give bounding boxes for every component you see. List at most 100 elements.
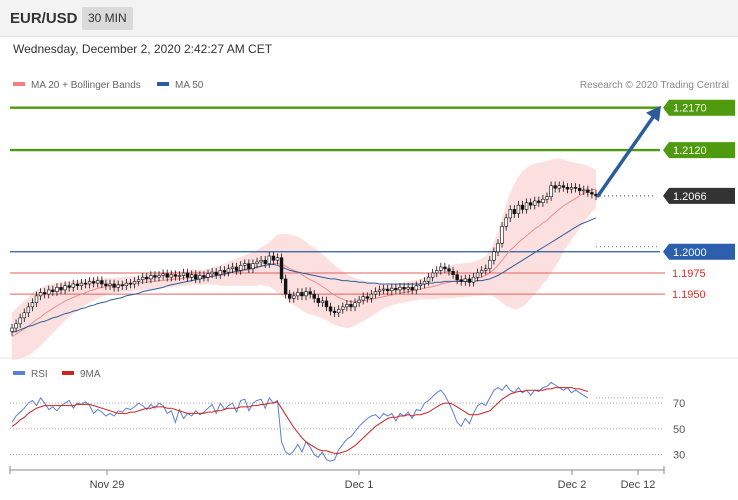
candle-body [198,275,202,280]
rsi-tick-label: 30 [673,450,685,462]
candle-body [279,257,284,280]
candle-body [214,271,218,275]
candle-body [161,273,165,276]
x-tick-label: Nov 29 [90,479,125,491]
candle-body [422,281,427,285]
legend-rsi: RSI [13,369,48,380]
candle-body [153,275,157,278]
candle-body [173,274,178,277]
candle-body [524,202,529,210]
candle-body [263,259,267,264]
level-label: 1.2120 [673,145,707,157]
candle-body [222,270,227,273]
candle-body [357,299,361,303]
candle-body [189,274,194,278]
candle-body [206,273,210,278]
candle-body [165,273,169,278]
level-label: 1.1975 [672,268,706,280]
candle-body [553,185,557,189]
candle-body [108,283,112,286]
candle-body [341,306,345,310]
x-tick-label: Dec 1 [345,479,374,491]
candle-body [439,266,443,271]
candle-body [140,276,145,281]
candle-body [38,292,43,297]
candle-body [42,292,47,295]
candle-body [328,306,333,312]
candle-body [34,295,39,303]
candle-body [79,282,84,286]
level-tag [663,187,735,204]
x-tick-label: Dec 2 [558,479,587,491]
candle-body [116,284,120,288]
candle-body [471,276,476,283]
candle-body [451,270,455,275]
candle-body [288,293,292,299]
candle-body [463,278,468,282]
level-label: 1.2170 [673,103,707,115]
candle-body [251,263,255,270]
rsi-line [11,381,589,462]
candle-body [459,279,463,282]
candle-body [14,323,18,329]
ma20-label: MA 20 + Bollinger Bands [31,80,141,91]
candle-body [226,268,231,273]
candle-body [10,327,14,332]
candle-body [30,302,35,308]
level-label: 1.1950 [672,289,706,301]
candle-body [267,255,271,264]
candle-body [557,185,561,189]
candle-body [230,266,235,270]
legend-ma50: MA 50 [157,80,203,91]
candle-body [435,270,439,274]
candle-body [238,265,243,271]
x-tick-label: Dec 12 [621,479,656,491]
rsi-panel: 30 50 70 [10,381,685,462]
candle-body [259,259,263,263]
candle-body [210,271,214,275]
candle-body [296,292,300,297]
level-label: 1.2066 [673,191,707,203]
candle-body [402,287,406,290]
candle-body [492,251,496,261]
candle-body [128,282,133,285]
candle-body [577,187,582,192]
candle-body [377,289,382,292]
candle-body [381,288,386,291]
candle-body [292,295,296,299]
candle-body [87,281,92,285]
candle-body [528,202,533,206]
candle-body [426,276,431,282]
candle-body [361,296,365,301]
legend-ma20: MA 20 + Bollinger Bands [13,80,141,91]
candle-body [300,292,304,297]
candle-body [533,200,537,206]
chart-header: EUR/USD 30 MIN [0,0,738,37]
candle-body [512,209,517,214]
candle-body [169,274,173,278]
timeframe-button[interactable]: 30 MIN [82,7,133,30]
candle-body [582,189,586,192]
candle-body [275,257,280,261]
candle-body [243,263,247,266]
candle-body [467,278,472,283]
candle-body [55,287,59,292]
candle-body [316,298,320,303]
candle-body [132,281,137,285]
level-tag [663,243,735,260]
candle-body [47,289,51,295]
candle-body [308,291,312,295]
legend-9ma: 9MA [62,369,101,380]
candles [10,181,598,336]
candle-body [394,287,398,291]
candle-body [349,304,353,308]
candle-body [75,283,80,286]
candle-body [67,285,71,288]
ma50-swatch [157,82,169,87]
candle-body [398,287,402,291]
candle-body [120,284,124,287]
level-tag [663,142,735,159]
ma50-label: MA 50 [175,80,204,91]
candle-body [443,266,447,270]
